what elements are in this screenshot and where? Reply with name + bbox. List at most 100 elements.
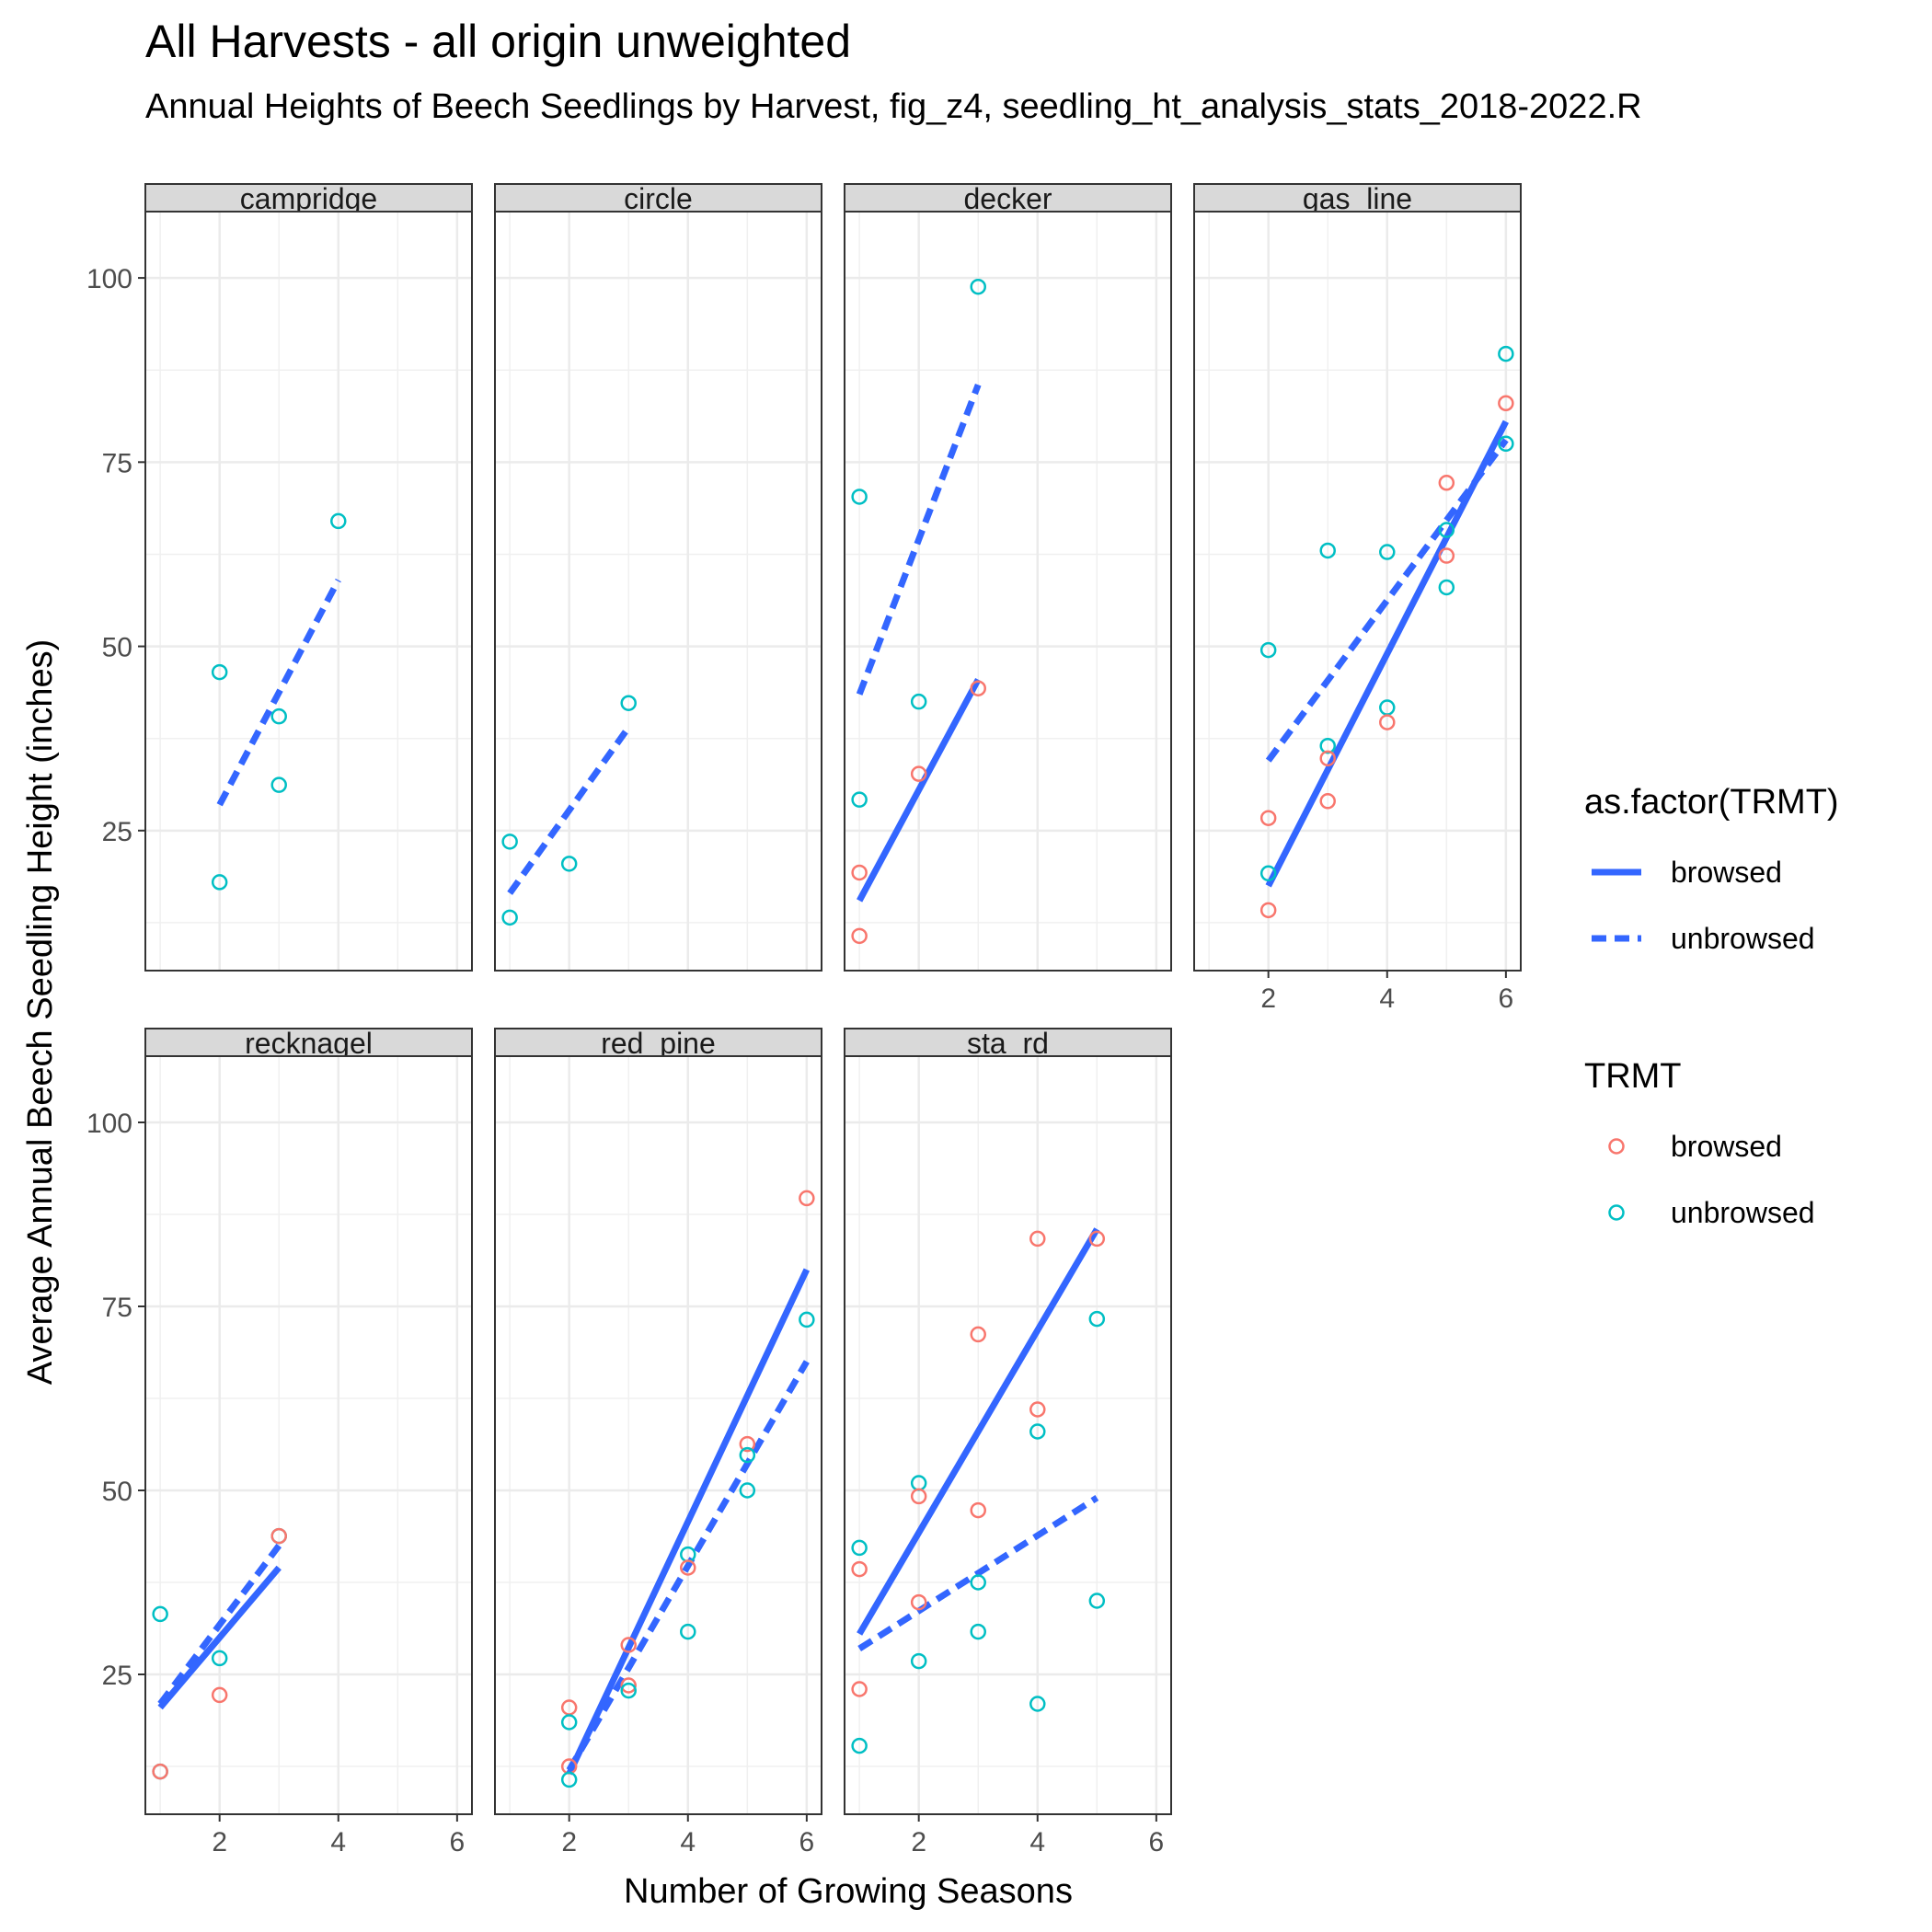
x-tick-label: 2 [212, 1827, 227, 1857]
point-browsed [1259, 810, 1277, 826]
fit-line-browsed [566, 1268, 811, 1776]
fit-line-browsed [857, 1227, 1100, 1636]
point-unbrowsed [680, 1623, 696, 1640]
y-tick-label: 100 [86, 1109, 132, 1139]
point-unbrowsed [851, 1539, 868, 1557]
point-unbrowsed [851, 489, 868, 505]
y-tick-label: 100 [86, 264, 132, 294]
point-unbrowsed [330, 512, 347, 530]
legend-point-unbrowsed [1608, 1204, 1625, 1221]
point-browsed [851, 1681, 868, 1697]
y-tick-label: 25 [102, 817, 132, 847]
point-browsed [851, 1560, 868, 1578]
legend-label-browsed: browsed [1671, 856, 1782, 889]
facet-campridge: campridge 25 50 75 100 [86, 182, 473, 972]
point-browsed [910, 765, 927, 782]
point-unbrowsed [1029, 1696, 1046, 1712]
point-browsed [851, 864, 868, 881]
point-browsed [1379, 714, 1396, 730]
facet-strip [494, 1028, 822, 1057]
fit-line-unbrowsed [216, 578, 341, 807]
x-tick-label: 6 [799, 1827, 815, 1857]
point-unbrowsed [739, 1482, 756, 1499]
point-unbrowsed [910, 1652, 927, 1670]
panel-background [1194, 212, 1521, 971]
fit-line-browsed [1265, 420, 1509, 888]
point-unbrowsed [560, 1714, 578, 1731]
fit-line-browsed [857, 677, 982, 903]
point-browsed [1029, 1401, 1046, 1418]
point-unbrowsed [739, 1446, 756, 1464]
point-browsed [970, 1326, 986, 1343]
point-unbrowsed [620, 1682, 637, 1699]
point-unbrowsed [1259, 641, 1277, 659]
point-unbrowsed [1259, 865, 1277, 882]
point-browsed [1029, 1230, 1046, 1248]
point-browsed [152, 1763, 168, 1780]
x-tick-label: 6 [1499, 983, 1514, 1014]
fit-line-unbrowsed [857, 1495, 1099, 1651]
x-tick-label: 4 [330, 1827, 346, 1857]
legend-label-unbrowsed: unbrowsed [1671, 1196, 1815, 1229]
y-tick-label: 75 [102, 448, 132, 478]
panel-border [144, 1055, 473, 1815]
panel-border [844, 211, 1172, 972]
facet-strip-label: circle [624, 182, 693, 215]
facet-strip-label: red_pine [601, 1027, 716, 1060]
point-unbrowsed [1498, 435, 1514, 453]
y-tick-label: 75 [102, 1293, 132, 1323]
point-unbrowsed [851, 791, 868, 808]
facet-strip-label: recknagel [245, 1027, 373, 1060]
point-browsed [211, 1686, 228, 1704]
x-tick-label: 2 [561, 1827, 577, 1857]
facet-strip [844, 1028, 1172, 1057]
point-browsed [970, 680, 986, 696]
point-unbrowsed [1438, 522, 1455, 538]
point-browsed [620, 1677, 637, 1694]
point-unbrowsed [1438, 579, 1455, 596]
facet-decker: decker [844, 182, 1172, 972]
point-browsed [799, 1190, 815, 1207]
x-tick-label: 2 [911, 1827, 926, 1857]
y-axis-title: Average Annual Beech Seedling Height (in… [21, 639, 60, 1386]
facet-strip [144, 1028, 473, 1057]
point-unbrowsed [270, 776, 287, 793]
point-unbrowsed [1319, 542, 1336, 559]
point-unbrowsed [970, 278, 986, 295]
panel-background [495, 1056, 822, 1814]
point-browsed [1259, 902, 1277, 919]
facet-sta_rd: sta_rd 2 4 6 [844, 1027, 1172, 1857]
point-browsed [1319, 793, 1336, 810]
x-tick-label: 6 [1149, 1827, 1165, 1857]
point-browsed [910, 1593, 927, 1611]
point-browsed [1438, 547, 1455, 564]
point-unbrowsed [620, 695, 637, 711]
fit-line-unbrowsed [856, 383, 982, 696]
point-unbrowsed [560, 856, 578, 872]
point-unbrowsed [970, 1623, 986, 1640]
facet-strip-label: sta_rd [967, 1027, 1049, 1060]
facet-strip-label: decker [963, 182, 1052, 215]
panel-background [495, 212, 822, 971]
panel-border [494, 211, 822, 972]
facet-circle: circle [494, 182, 822, 972]
x-axis-title: Number of Growing Seasons [624, 1872, 1073, 1911]
point-unbrowsed [799, 1311, 815, 1328]
point-browsed [739, 1435, 756, 1453]
x-tick-label: 4 [1029, 1827, 1045, 1857]
fit-line-browsed [157, 1565, 282, 1710]
point-browsed [1498, 395, 1514, 412]
chart-title: All Harvests - all origin unweighted [145, 16, 851, 67]
x-tick-label: 4 [1379, 983, 1395, 1014]
point-unbrowsed [970, 1574, 986, 1591]
point-unbrowsed [851, 1737, 868, 1754]
panel-border [494, 1055, 822, 1815]
point-unbrowsed [501, 834, 518, 850]
panel-background [145, 1056, 472, 1814]
fit-line-unbrowsed [157, 1543, 282, 1707]
point-unbrowsed [211, 874, 228, 891]
point-unbrowsed [1319, 737, 1336, 754]
point-browsed [270, 1527, 287, 1545]
point-browsed [910, 1488, 927, 1505]
